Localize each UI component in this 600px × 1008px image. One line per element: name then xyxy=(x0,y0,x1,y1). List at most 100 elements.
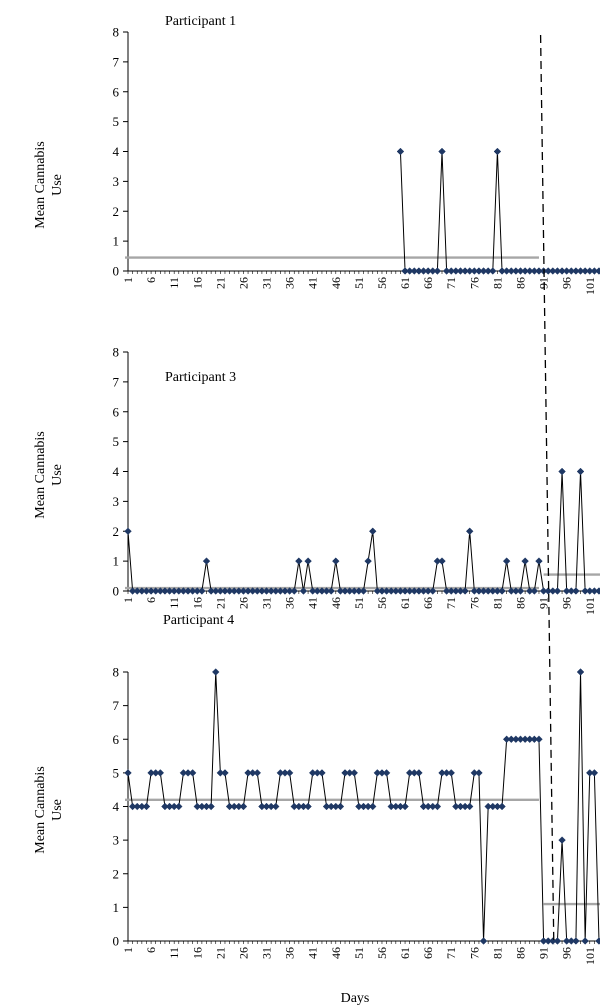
y-tick-label: 0 xyxy=(113,934,120,949)
x-tick-label: 16 xyxy=(190,277,204,289)
data-point xyxy=(211,668,220,676)
x-tick-label: 11 xyxy=(167,277,181,289)
panel-title: Participant 3 xyxy=(165,370,236,385)
y-tick-label: 2 xyxy=(113,866,120,881)
y-tick-label: 0 xyxy=(113,264,120,279)
data-point xyxy=(576,467,585,476)
data-point xyxy=(239,802,248,811)
data-point xyxy=(327,587,335,595)
x-tick-label: 81 xyxy=(490,947,504,959)
data-point xyxy=(382,769,391,777)
data-point xyxy=(304,802,312,811)
data-point xyxy=(558,467,566,476)
data-point xyxy=(304,557,312,565)
y-tick-label: 1 xyxy=(113,234,120,249)
data-point xyxy=(332,557,340,565)
data-point xyxy=(207,802,215,811)
x-tick-label: 31 xyxy=(260,947,274,959)
data-point xyxy=(142,802,151,811)
x-tick-label: 26 xyxy=(236,597,250,609)
data-point xyxy=(502,557,511,565)
x-tick-label: 56 xyxy=(375,277,389,289)
x-tick-label: 21 xyxy=(213,597,227,609)
x-tick-label: 91 xyxy=(537,597,551,609)
data-point xyxy=(272,802,280,811)
y-tick-label: 3 xyxy=(113,174,120,189)
data-point xyxy=(558,836,566,844)
data-point xyxy=(493,147,502,156)
data-point xyxy=(253,769,262,777)
data-point xyxy=(290,587,298,595)
y-tick-label: 5 xyxy=(113,434,120,449)
y-tick-label: 4 xyxy=(113,144,120,159)
data-point xyxy=(336,802,345,811)
x-tick-label: 66 xyxy=(421,597,435,609)
data-point xyxy=(429,587,437,595)
x-tick-label: 31 xyxy=(260,597,274,609)
data-point xyxy=(590,769,599,777)
data-point xyxy=(221,769,229,777)
x-tick-label: 76 xyxy=(467,947,481,959)
data-point xyxy=(447,769,455,777)
x-tick-label: 26 xyxy=(236,277,250,289)
x-tick-label: 36 xyxy=(283,947,297,959)
x-tick-label: 11 xyxy=(167,597,181,609)
data-point xyxy=(516,587,525,595)
data-point xyxy=(350,769,359,777)
y-tick-label: 3 xyxy=(113,494,120,509)
data-point xyxy=(401,802,409,811)
data-point xyxy=(438,557,446,565)
data-point xyxy=(595,267,600,275)
phase-change-line xyxy=(539,34,555,946)
x-tick-label: 96 xyxy=(560,947,574,959)
x-tick-label: 41 xyxy=(306,947,320,959)
data-point xyxy=(368,527,377,536)
data-point xyxy=(368,802,377,811)
data-point xyxy=(433,802,442,811)
data-point xyxy=(498,802,506,811)
x-tick-label: 26 xyxy=(236,947,250,959)
data-point xyxy=(489,267,497,275)
data-point xyxy=(396,147,405,156)
y-tick-label: 8 xyxy=(113,665,120,680)
y-tick-label: 6 xyxy=(113,732,120,747)
y-tick-label: 8 xyxy=(113,25,120,40)
x-tick-label: 1 xyxy=(121,597,135,603)
data-point xyxy=(530,587,539,595)
x-tick-label: 56 xyxy=(375,597,389,609)
y-tick-label: 0 xyxy=(113,584,120,599)
x-tick-label: 46 xyxy=(329,947,343,959)
data-point xyxy=(465,527,474,536)
data-point xyxy=(595,937,600,945)
x-tick-label: 51 xyxy=(352,597,366,609)
data-point xyxy=(535,735,543,744)
x-tick-label: 91 xyxy=(537,947,551,959)
data-point xyxy=(433,267,442,275)
x-tick-label: 16 xyxy=(190,947,204,959)
x-tick-label: 31 xyxy=(260,277,274,289)
x-tick-label: 66 xyxy=(421,947,435,959)
x-tick-label: 71 xyxy=(444,947,458,959)
x-tick-label: 76 xyxy=(467,277,481,289)
y-tick-label: 1 xyxy=(113,900,120,915)
y-tick-label: 1 xyxy=(113,554,120,569)
y-tick-label: 6 xyxy=(113,404,120,419)
data-point xyxy=(299,587,308,595)
y-axis-label: Mean Cannabis Use xyxy=(33,766,65,853)
x-tick-label: 6 xyxy=(144,277,158,283)
data-point xyxy=(175,802,183,811)
data-point xyxy=(295,557,303,565)
data-point xyxy=(581,937,589,945)
x-tick-label: 76 xyxy=(467,597,481,609)
x-tick-label: 56 xyxy=(375,947,389,959)
data-point xyxy=(124,527,132,536)
x-tick-label: 81 xyxy=(490,597,504,609)
y-tick-label: 7 xyxy=(113,698,120,713)
y-tick-label: 5 xyxy=(113,114,120,129)
x-tick-label: 51 xyxy=(352,277,366,289)
x-tick-label: 61 xyxy=(398,277,412,289)
data-point xyxy=(553,937,562,945)
